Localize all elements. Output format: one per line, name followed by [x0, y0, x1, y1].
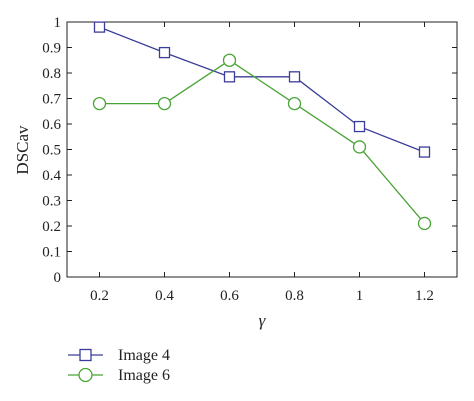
- legend-marker: [78, 367, 93, 383]
- y-tick-label: 0.6: [42, 117, 61, 133]
- x-axis-title: γ: [259, 311, 267, 330]
- data-point: [157, 96, 172, 111]
- data-point: [222, 53, 237, 67]
- legend-item: Image 6: [68, 367, 170, 384]
- series-line: [99, 59, 425, 224]
- x-tick-label: 1.2: [415, 288, 434, 304]
- series-2: [92, 53, 432, 231]
- y-tick-label: 0.4: [42, 168, 61, 184]
- series-layer: [92, 21, 432, 231]
- x-tick-label: 0.6: [220, 288, 239, 304]
- y-tick-label: 1: [54, 15, 62, 31]
- data-point: [93, 21, 106, 33]
- legend-label: Image 4: [118, 347, 170, 364]
- x-tick-label: 0.8: [285, 288, 304, 304]
- series-1: [93, 21, 431, 158]
- data-point: [288, 71, 301, 83]
- y-tick-label: 0.1: [42, 245, 61, 261]
- x-tick-label: 0.4: [155, 288, 174, 304]
- x-tick-label: 1: [356, 288, 364, 304]
- legend-marker: [79, 348, 92, 362]
- y-tick-label: 0.8: [42, 66, 61, 82]
- series-line: [99, 26, 425, 153]
- y-tick-label: 0.3: [42, 194, 61, 210]
- legend-label: Image 6: [118, 367, 170, 384]
- x-axis-ticks: 0.2 0.4 0.6 0.8 1 1.2: [90, 22, 434, 304]
- x-tick-label: 0.2: [90, 288, 109, 304]
- y-tick-label: 0.9: [42, 41, 61, 57]
- legend: Image 4 Image 6: [68, 347, 170, 384]
- plot-area-frame: [66, 21, 458, 278]
- data-point: [223, 71, 236, 83]
- y-axis-title: DSCav: [13, 125, 32, 175]
- data-point: [418, 146, 431, 158]
- data-point: [287, 96, 302, 111]
- data-point: [92, 96, 107, 111]
- legend-item: Image 4: [68, 347, 170, 364]
- y-tick-label: 0.2: [42, 219, 61, 235]
- data-point: [158, 46, 171, 59]
- y-tick-label: 0.5: [42, 143, 61, 159]
- y-tick-label: 0: [54, 270, 62, 286]
- y-tick-label: 0.7: [42, 92, 61, 108]
- data-point: [353, 120, 366, 133]
- y-axis-ticks: 0 0.1 0.2 0.3 0.4 0.5 0.6 0.7 0.8 0.9 1: [42, 15, 457, 286]
- data-point: [417, 216, 432, 231]
- data-point: [352, 140, 367, 154]
